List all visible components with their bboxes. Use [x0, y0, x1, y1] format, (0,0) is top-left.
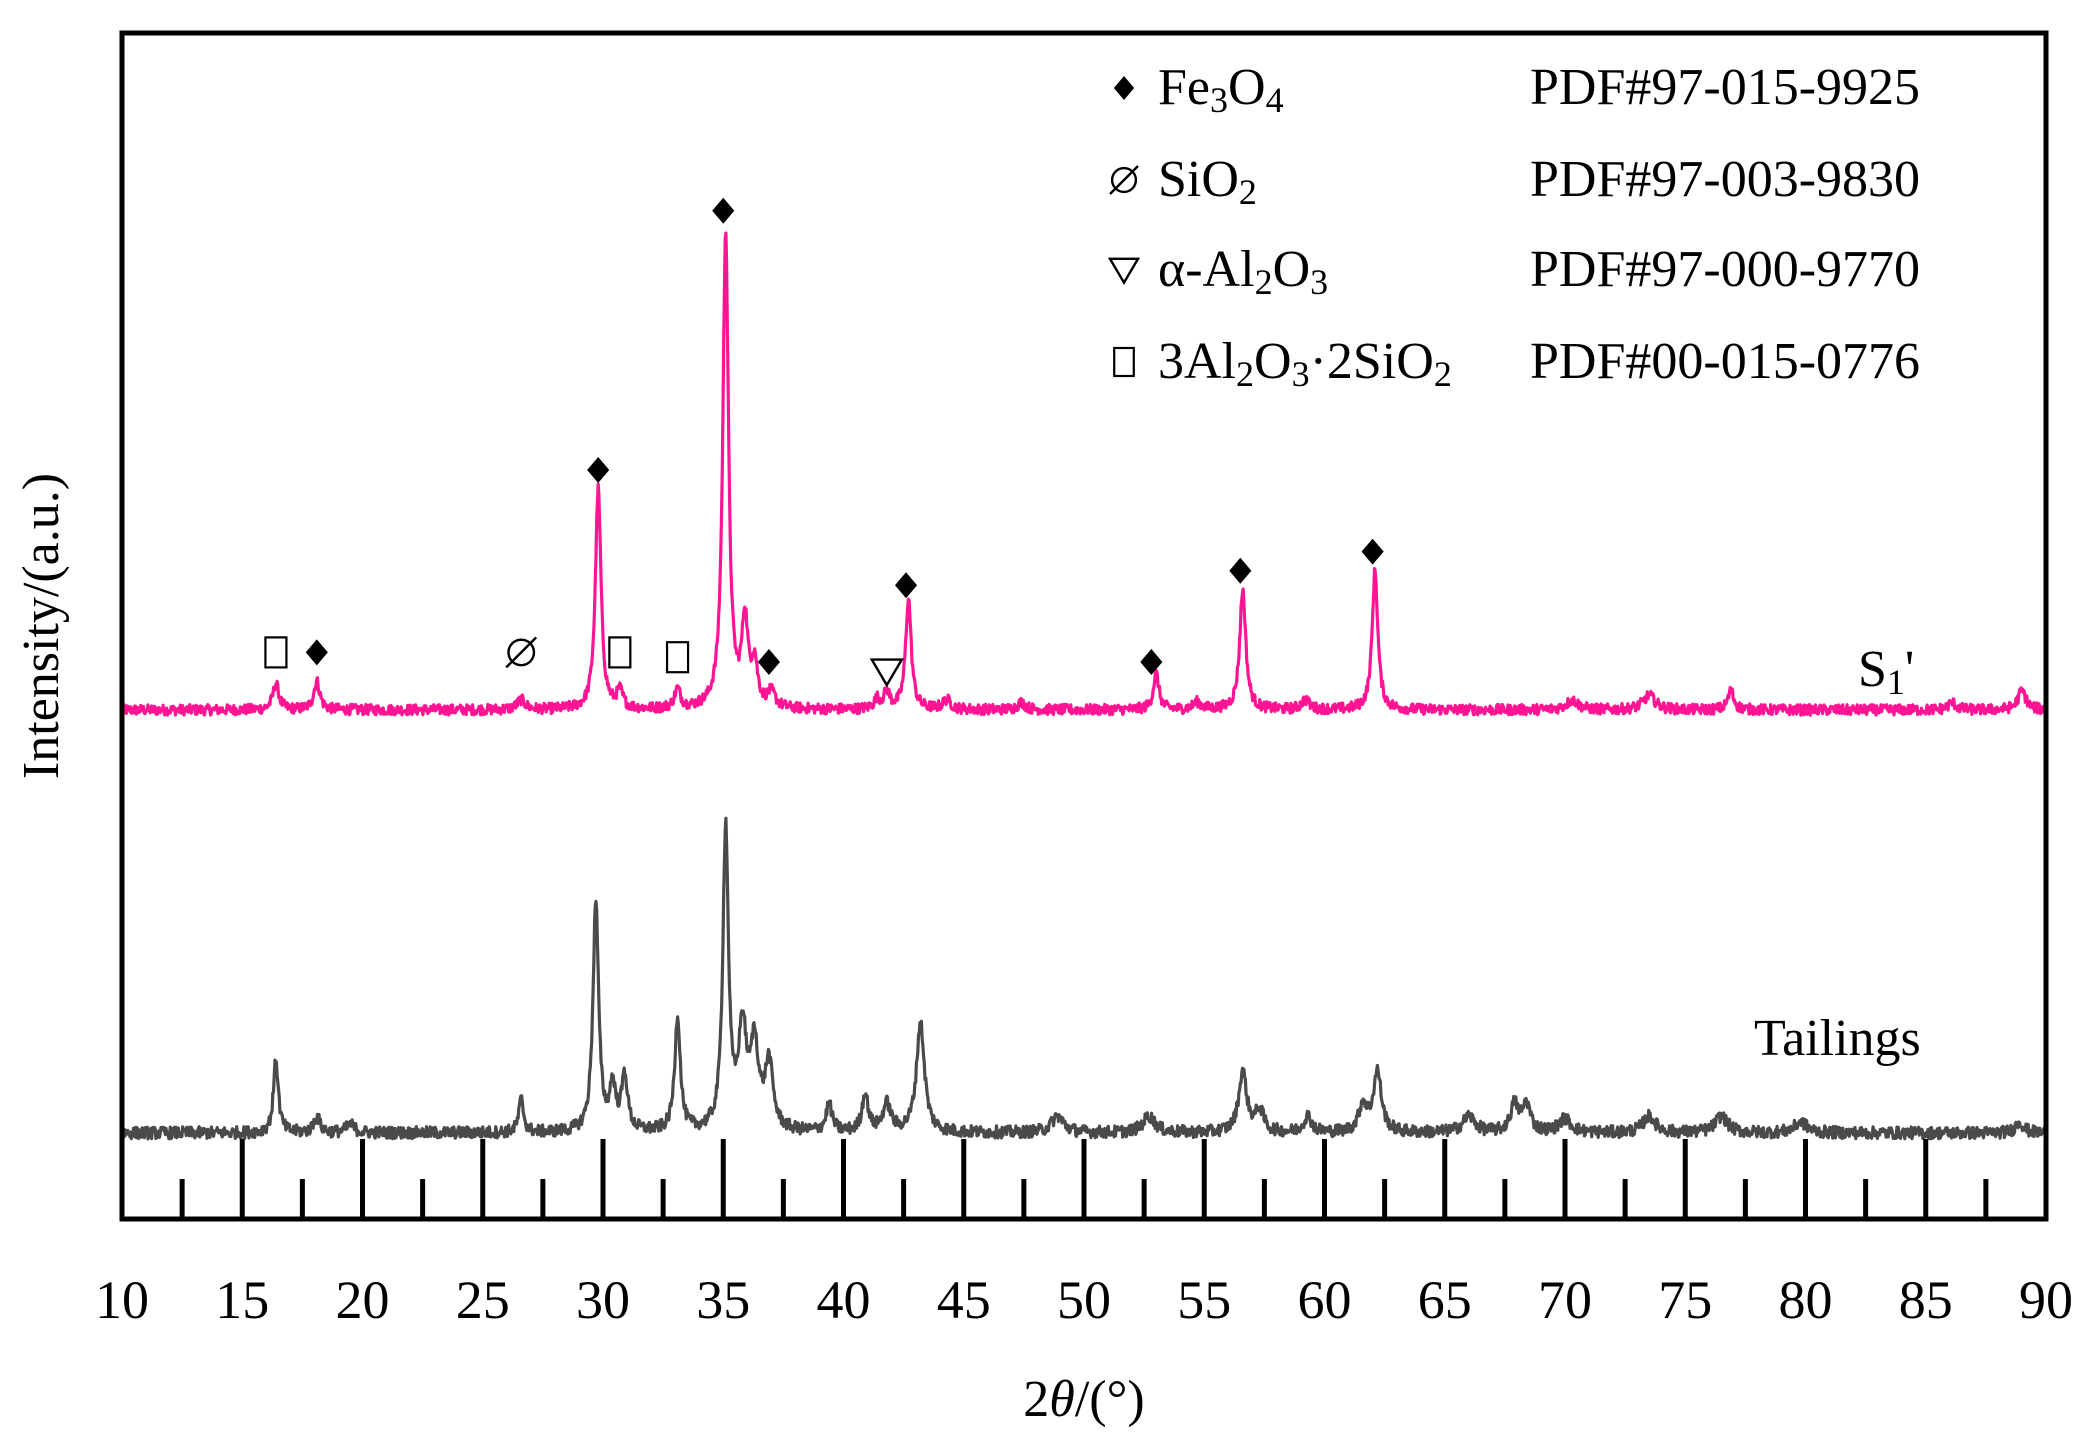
peak-marker-diamond-9	[894, 572, 918, 599]
legend-item-0: Fe3O4 PDF#97-015-9925	[1113, 59, 1920, 120]
peak-marker-diamond-8	[712, 197, 735, 224]
legend-item-1: SiO2 PDF#97-003-9830	[1109, 151, 1920, 212]
x-tick-label-50: 50	[1057, 1270, 1111, 1330]
legend-pdf-label: PDF#97-015-9925	[1530, 59, 1920, 116]
legend-pdf-label: PDF#97-003-9830	[1530, 151, 1920, 208]
y-axis-title: Intensity/(a.u.)	[13, 473, 70, 779]
series-line-s1-prime	[120, 231, 2048, 717]
x-tick-label-30: 30	[576, 1270, 630, 1330]
legend-item-2: α-Al2O3 PDF#97-000-9770	[1107, 241, 1920, 302]
x-tick-label-15: 15	[215, 1270, 269, 1330]
x-tick-label-25: 25	[456, 1270, 510, 1330]
x-tick-label-75: 75	[1658, 1270, 1712, 1330]
legend-symbol-triangle-down	[1107, 257, 1141, 285]
peak-marker-square-0	[264, 636, 288, 669]
x-axis-title-prefix: 2	[1023, 1371, 1049, 1428]
peak-marker-slashed-circle-2	[505, 636, 538, 669]
x-tick-label-65: 65	[1418, 1270, 1472, 1330]
peak-marker-diamond-5	[757, 649, 780, 675]
legend-pdf-label: PDF#97-000-9770	[1530, 241, 1920, 298]
x-axis-title-theta: θ	[1049, 1371, 1075, 1428]
x-axis-title: 2θ/(°)	[1023, 1371, 1144, 1428]
peak-marker-square-4	[665, 641, 690, 674]
legend-item-3: 3Al2O3·2SiO2 PDF#00-015-0776	[1113, 333, 1920, 394]
x-tick-label-45: 45	[937, 1270, 991, 1330]
peak-marker-diamond-7	[587, 457, 610, 483]
peak-marker-diamond-12	[1361, 538, 1384, 565]
peak-marker-diamond-10	[1140, 649, 1163, 675]
x-axis-ticks: 10 15 20 25 30 35 40 45 50 55 60 65 70 75 80 85 90	[95, 1139, 2073, 1330]
peak-marker-square-3	[608, 636, 632, 669]
peak-marker-diamond-11	[1229, 557, 1252, 584]
legend-phase-label: SiO2	[1158, 151, 1257, 212]
x-tick-label-90: 90	[2019, 1270, 2073, 1330]
series-layer	[120, 231, 2048, 1141]
peak-annotation-layer	[264, 197, 1384, 688]
x-tick-label-40: 40	[817, 1270, 871, 1330]
x-tick-label-55: 55	[1177, 1270, 1231, 1330]
legend-symbol-diamond	[1113, 76, 1135, 100]
legend-symbol-square	[1113, 346, 1135, 378]
legend-phase-label: 3Al2O3·2SiO2	[1158, 333, 1452, 394]
series-line-tailings	[120, 816, 2048, 1141]
x-tick-label-85: 85	[1899, 1270, 1953, 1330]
x-tick-label-10: 10	[95, 1270, 149, 1330]
peak-marker-diamond-1	[305, 639, 328, 666]
x-tick-label-80: 80	[1779, 1270, 1833, 1330]
legend-phase-label: α-Al2O3	[1158, 241, 1328, 302]
x-tick-label-60: 60	[1298, 1270, 1352, 1330]
x-tick-label-70: 70	[1538, 1270, 1592, 1330]
x-tick-label-20: 20	[336, 1270, 390, 1330]
x-tick-label-35: 35	[696, 1270, 750, 1330]
peak-marker-triangle-down-6	[869, 658, 904, 688]
series-label-s1-prime: S1'	[1858, 641, 1914, 702]
legend-pdf-label: PDF#00-015-0776	[1530, 333, 1920, 390]
x-axis-title-suffix: /(°)	[1075, 1371, 1145, 1428]
legend-symbol-slashed-circle	[1109, 165, 1139, 195]
series-labels: S1' Tailings	[1754, 641, 1921, 1067]
series-label-tailings: Tailings	[1754, 1010, 1921, 1067]
legend-phase-label: Fe3O4	[1158, 59, 1284, 120]
legend: Fe3O4 PDF#97-015-9925 SiO2 PDF#97-003-9830 α…	[1107, 59, 1920, 394]
